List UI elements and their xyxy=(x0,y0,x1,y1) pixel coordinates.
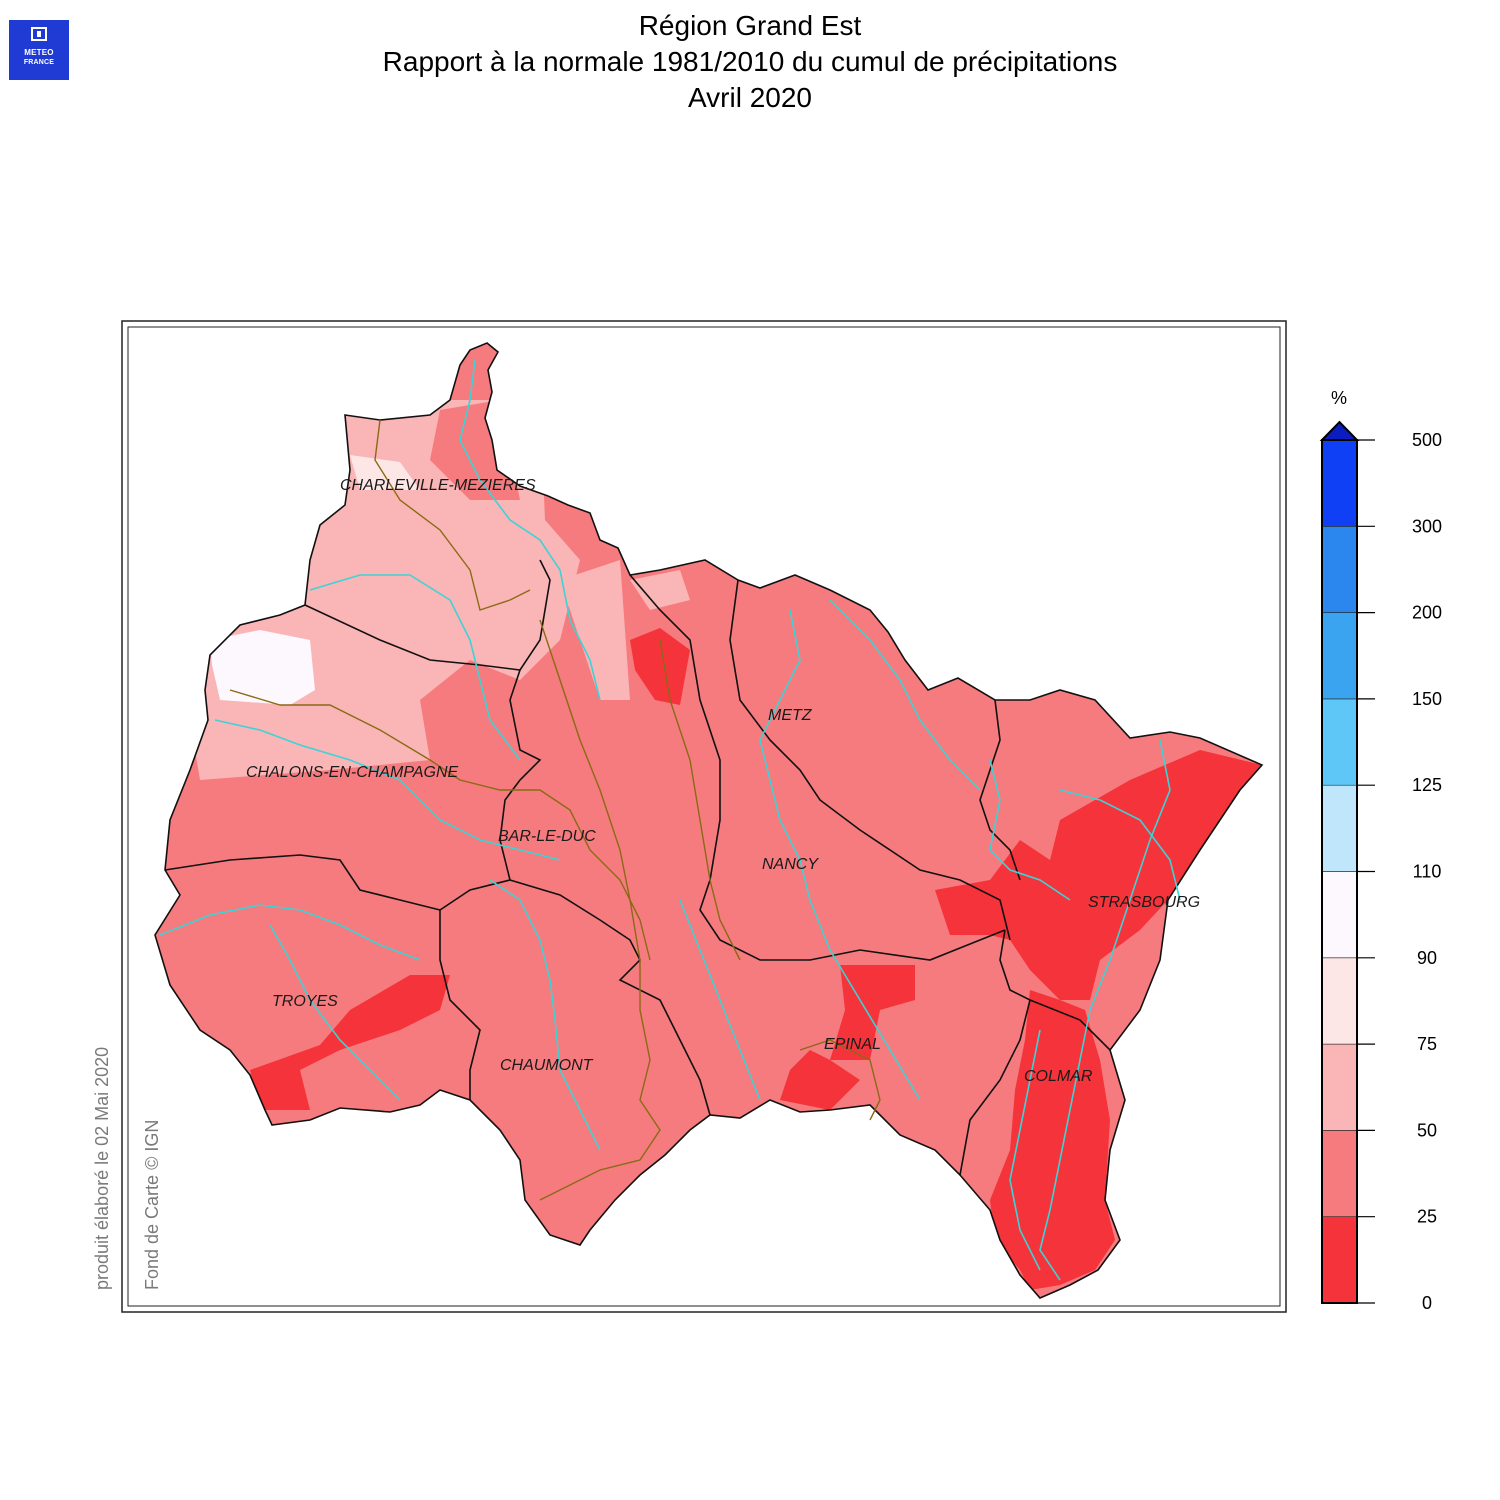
map-title: Région Grand Est xyxy=(638,10,862,41)
legend-box-110-125 xyxy=(1321,784,1358,872)
sub-border-ardennes xyxy=(374,419,531,611)
zone-50-75-north-meuse xyxy=(630,570,690,610)
river-moselle xyxy=(759,609,921,1101)
city-label-strasbourg: STRASBOURG xyxy=(1088,894,1200,911)
precipitation-ratio-field xyxy=(155,343,1262,1298)
legend-tick-label: 75 xyxy=(1417,1034,1437,1054)
sub-border-meuse xyxy=(539,619,661,1201)
zone-0-25-bas-rhin xyxy=(935,750,1262,1000)
legend-tick-label: 110 xyxy=(1413,862,1442,882)
legend-tick-label: 25 xyxy=(1417,1207,1437,1227)
legend-unit: % xyxy=(1331,388,1347,408)
map-period: Avril 2020 xyxy=(687,82,812,113)
aube-hautemarne-border xyxy=(439,879,511,1100)
legend-tick-label: 300 xyxy=(1412,516,1442,536)
legend-box-125-150 xyxy=(1321,698,1358,786)
city-label-epinal: EPINAL xyxy=(824,1036,881,1053)
ardennes-marne-border xyxy=(304,559,551,671)
meuse-meurthe-border xyxy=(629,574,1006,961)
river-seine xyxy=(269,924,401,1101)
legend-tick-label: 125 xyxy=(1412,775,1442,795)
zone-0-25-vosges xyxy=(780,965,915,1110)
logo-symbol-icon xyxy=(31,27,47,41)
zone-90-110-west xyxy=(210,630,315,705)
legend-color-boxes xyxy=(1319,420,1360,1304)
color-legend: % 0 25 50 75 90 110 125 150 200 300 500 xyxy=(1319,388,1442,1313)
legend-tick-label: 200 xyxy=(1412,603,1442,623)
logo-text-meteo: METEO xyxy=(24,48,54,57)
city-labels: CHARLEVILLE-MEZIERES METZ CHALONS-EN-CHA… xyxy=(246,477,1200,1085)
marne-meuse-border xyxy=(499,669,542,881)
legend-box-200-300 xyxy=(1321,525,1358,613)
zone-0-25-haut-rhin xyxy=(990,990,1115,1290)
arrondissement-boundaries xyxy=(229,419,881,1201)
meteo-france-logo: METEO FRANCE xyxy=(9,20,69,80)
zone-0-25-meuse xyxy=(630,628,690,705)
river-rhine-north xyxy=(1059,789,1181,901)
river-sarre xyxy=(829,599,981,791)
sub-border-vosges xyxy=(799,1039,881,1121)
city-label-charleville-mezieres: CHARLEVILLE-MEZIERES xyxy=(340,477,536,494)
legend-box-150-200 xyxy=(1321,612,1358,700)
region-outline xyxy=(154,342,1264,1299)
legend-tick-label: 0 xyxy=(1422,1293,1432,1313)
moselle-meurthe-border xyxy=(729,579,1011,941)
legend-box-90-110 xyxy=(1321,871,1358,959)
hautemarne-east-border xyxy=(509,879,711,1116)
city-label-colmar: COLMAR xyxy=(1024,1068,1093,1085)
legend-box-50-75 xyxy=(1321,1043,1358,1131)
city-label-chaumont: CHAUMONT xyxy=(500,1057,594,1074)
river-seine-north xyxy=(159,904,421,961)
legend-tick-label: 500 xyxy=(1412,430,1442,450)
river-rhine xyxy=(1039,739,1171,1281)
zone-75-90-north xyxy=(350,455,420,490)
river-marne-south xyxy=(489,879,601,1151)
legend-box-75-90 xyxy=(1321,957,1358,1045)
legend-tick-label: 50 xyxy=(1417,1120,1437,1140)
city-label-bar-le-duc: BAR-LE-DUC xyxy=(498,828,596,845)
city-label-chalons-en-champagne: CHALONS-EN-CHAMPAGNE xyxy=(246,764,459,781)
legend-overflow-arrow xyxy=(1319,420,1360,441)
zone-0-25-aube xyxy=(250,975,450,1110)
river-ill-north xyxy=(989,759,1071,901)
city-label-nancy: NANCY xyxy=(762,856,819,873)
river-meuse-north xyxy=(459,359,601,701)
rivers xyxy=(159,359,1181,1281)
map-title-block: Région Grand Est Rapport à la normale 19… xyxy=(0,8,1500,116)
river-meurthe xyxy=(679,899,761,1101)
sub-border-marne xyxy=(229,689,651,961)
legend-box-25-50 xyxy=(1321,1130,1358,1218)
river-ill-south xyxy=(1009,1029,1041,1271)
zone-50-75-argonne xyxy=(560,560,630,700)
river-marne-north xyxy=(214,719,561,861)
department-boundaries xyxy=(154,342,1264,1299)
river-aisne xyxy=(309,574,521,761)
logo-text-france: FRANCE xyxy=(23,59,55,66)
map-frame-inner xyxy=(127,326,1281,1307)
map-frame-outer xyxy=(121,320,1287,1313)
moselle-basrhin-border xyxy=(979,699,1021,881)
sub-border-meuse-east xyxy=(659,639,741,961)
legend-box-0-25 xyxy=(1321,1216,1358,1304)
city-label-metz: METZ xyxy=(768,707,813,724)
legend-ticks: 0 25 50 75 90 110 125 150 200 300 500 xyxy=(1357,430,1442,1313)
basemap-credit-note: Fond de Carte © IGN xyxy=(142,1120,162,1290)
city-label-troyes: TROYES xyxy=(272,993,338,1010)
production-date-note: produit élaboré le 02 Mai 2020 xyxy=(92,1047,112,1290)
legend-tick-label: 90 xyxy=(1417,948,1437,968)
vosges-hautrhin-border xyxy=(959,999,1031,1176)
map-subtitle: Rapport à la normale 1981/2010 du cumul … xyxy=(382,46,1118,77)
legend-box-300-500 xyxy=(1321,439,1358,527)
legend-tick-label: 150 xyxy=(1412,689,1442,709)
marne-aube-border xyxy=(164,854,441,911)
